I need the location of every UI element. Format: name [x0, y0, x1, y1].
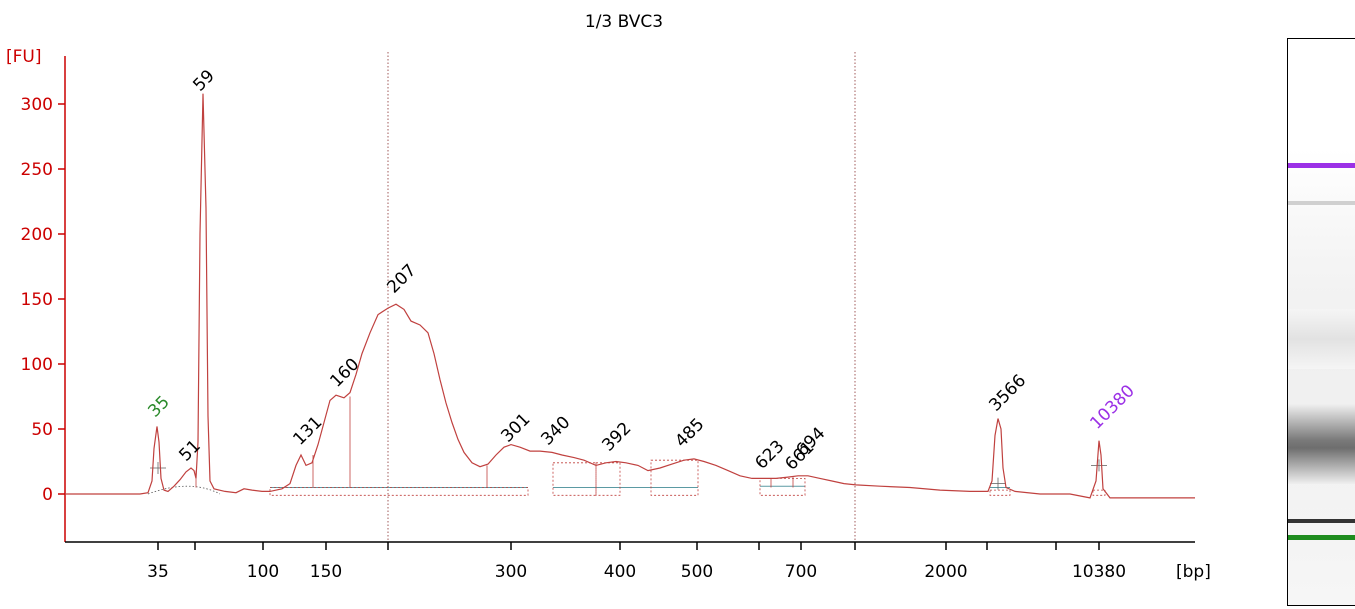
window-guides: [387, 52, 856, 542]
chart-title: 1/3 BVC3: [585, 12, 663, 32]
gel-lower-marker-band: [1288, 535, 1355, 540]
integration-region: [759, 477, 806, 496]
y-tick-label: 150: [21, 290, 53, 310]
peak-label: 131: [289, 412, 326, 449]
integration-regions: [147, 396, 1107, 496]
x-tick-label: 10380: [1072, 562, 1126, 582]
y-tick-label: 300: [21, 95, 53, 115]
x-tick-label: 400: [604, 562, 636, 582]
integration-region: [989, 489, 1011, 496]
y-axis-label: [FU]: [6, 47, 42, 67]
y-tick-label: 100: [21, 355, 53, 375]
x-tick-label: 150: [310, 562, 342, 582]
integration-region: [269, 487, 529, 496]
peak-label: 51: [175, 436, 204, 465]
peak-label: 160: [326, 354, 363, 391]
peak-label: 3566: [985, 371, 1030, 416]
peak-label: 59: [189, 66, 218, 95]
gel-band: [1288, 404, 1355, 484]
gel-band: [1288, 201, 1355, 205]
peak-label: 207: [383, 260, 420, 297]
y-tick-label: 0: [42, 485, 53, 505]
x-tick-label: 500: [681, 562, 713, 582]
y-tick-label: 50: [31, 420, 53, 440]
x-tick-label: 300: [495, 562, 527, 582]
integration-region: [650, 459, 699, 496]
x-tick-label: 700: [785, 562, 817, 582]
x-tick-label: 2000: [924, 562, 967, 582]
peak-label: 35: [144, 392, 173, 421]
x-axis-label: [bp]: [1176, 562, 1211, 582]
y-tick-label: 250: [21, 160, 53, 180]
electropherogram-trace: [65, 93, 1195, 499]
y-tick-label: 200: [21, 225, 53, 245]
peak-label: 301: [497, 409, 534, 446]
electropherogram-chart: 1/3 BVC3 [FU] [bp] 0 50 100 150 200 250 300 35…: [6, 12, 1211, 582]
integration-region: [552, 462, 597, 496]
integration-region: [1092, 489, 1106, 496]
x-tick-label: 35: [147, 562, 169, 582]
integration-region: [595, 462, 621, 496]
x-axis: 35 100 150 300 400 500 700 2000 10380: [65, 541, 1195, 582]
y-axis: 0 50 100 150 200 250 300: [21, 56, 66, 542]
gel-upper-marker-band: [1288, 163, 1355, 168]
gel-band: [1288, 309, 1355, 369]
peak-label: 485: [671, 414, 708, 451]
gel-band: [1288, 519, 1355, 523]
peak-label: 623: [751, 436, 788, 473]
gel-lane-image: [1287, 38, 1355, 606]
peak-label: 392: [598, 418, 635, 455]
peak-label: 10380: [1086, 381, 1138, 433]
gel-smear: [1288, 149, 1355, 605]
marker-baseline: [147, 485, 221, 495]
peak-label: 340: [537, 412, 574, 449]
x-tick-label: 100: [247, 562, 279, 582]
